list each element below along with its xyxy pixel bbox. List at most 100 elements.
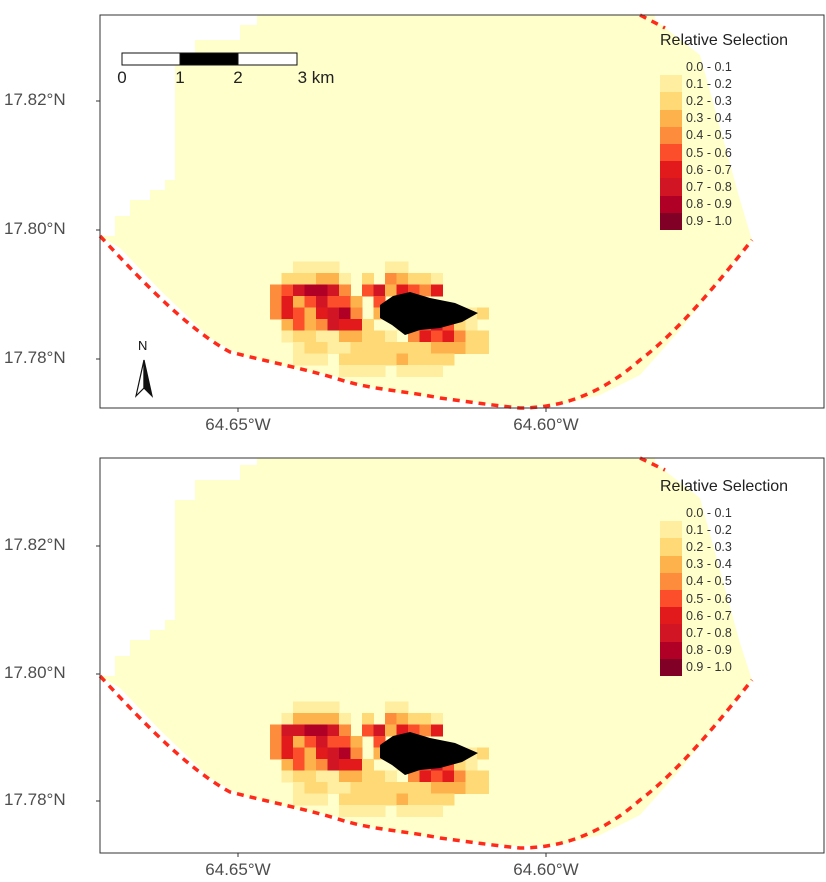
selection-cell bbox=[281, 284, 294, 297]
selection-cell bbox=[442, 793, 455, 806]
selection-cell bbox=[350, 342, 363, 354]
selection-cell bbox=[408, 793, 420, 806]
selection-cell bbox=[316, 759, 328, 771]
selection-cell bbox=[454, 330, 466, 343]
legend-label: 0.8 - 0.9 bbox=[686, 197, 732, 212]
selection-cell bbox=[350, 793, 363, 806]
selection-cell bbox=[304, 782, 317, 794]
selection-cell bbox=[350, 805, 363, 817]
selection-cell bbox=[281, 747, 294, 760]
legend-swatch bbox=[660, 143, 682, 162]
selection-cell bbox=[281, 759, 294, 771]
selection-cell bbox=[385, 342, 397, 354]
map-canvas-bottom bbox=[96, 456, 825, 857]
selection-cell bbox=[408, 353, 420, 366]
selection-cell bbox=[362, 342, 374, 354]
legend-label: 0.9 - 1.0 bbox=[686, 214, 732, 229]
selection-cell bbox=[396, 342, 409, 354]
selection-cell bbox=[293, 770, 305, 783]
legend-label: 0.0 - 0.1 bbox=[686, 59, 732, 74]
north-letter: N bbox=[138, 338, 148, 353]
study-area-top bbox=[100, 15, 752, 407]
selection-cell bbox=[316, 353, 328, 366]
selection-cell bbox=[350, 319, 363, 331]
selection-cell bbox=[293, 319, 305, 331]
y-tick-label: 17.82°N bbox=[4, 90, 66, 109]
legend-label: 0.3 - 0.4 bbox=[686, 111, 732, 126]
legend-swatch bbox=[660, 624, 682, 642]
selection-cell bbox=[396, 261, 409, 274]
selection-cell bbox=[419, 724, 432, 737]
selection-cell bbox=[419, 342, 432, 354]
selection-cell bbox=[350, 365, 363, 377]
legend-item: 0.9 - 1.0 bbox=[660, 658, 822, 676]
legend-bottom: Relative Selection 0.0 - 0.1 0.1 - 0.2 0.2… bbox=[660, 478, 822, 676]
selection-cell bbox=[339, 736, 351, 748]
selection-cell bbox=[293, 736, 305, 748]
selection-cell bbox=[327, 342, 340, 354]
x-tick-label: 64.60°W bbox=[513, 860, 579, 879]
scale-label: 3 km bbox=[297, 68, 335, 87]
legend-title: Relative Selection bbox=[660, 32, 789, 49]
selection-cell bbox=[373, 782, 386, 794]
legend-swatch bbox=[660, 504, 682, 522]
selection-cell bbox=[419, 365, 432, 377]
selection-cell bbox=[316, 296, 328, 308]
selection-cell bbox=[281, 319, 294, 331]
selection-cell bbox=[373, 793, 386, 806]
selection-cell bbox=[293, 713, 305, 725]
scale-label: 2 bbox=[233, 68, 243, 87]
selection-cell bbox=[431, 793, 443, 806]
selection-cell bbox=[339, 713, 351, 725]
legend-item: 0.3 - 0.4 bbox=[660, 555, 822, 573]
selection-cell bbox=[304, 296, 317, 308]
y-tick-label: 17.80°N bbox=[4, 663, 66, 682]
selection-cell bbox=[419, 713, 432, 725]
selection-cell bbox=[385, 782, 397, 794]
selection-cell bbox=[339, 353, 351, 366]
selection-cell bbox=[293, 342, 305, 354]
selection-cell bbox=[373, 284, 386, 297]
selection-cell bbox=[293, 261, 305, 274]
selection-cell bbox=[339, 724, 351, 737]
north-arrow-icon: N bbox=[128, 338, 160, 400]
selection-cell bbox=[431, 284, 443, 297]
selection-cell bbox=[385, 713, 397, 725]
map-panel-bottom: 17.82°N 17.80°N 17.78°N 64.65°W 64.60°W … bbox=[0, 448, 826, 882]
selection-cell bbox=[350, 307, 363, 320]
selection-cell bbox=[431, 713, 443, 725]
selection-cell bbox=[431, 782, 443, 794]
selection-cell bbox=[350, 747, 363, 760]
legend-swatch bbox=[660, 538, 682, 556]
selection-cell bbox=[304, 319, 317, 331]
selection-cell bbox=[304, 759, 317, 771]
selection-cell bbox=[350, 330, 363, 343]
selection-cell bbox=[408, 805, 420, 817]
legend-item: 0.4 - 0.5 bbox=[660, 572, 822, 590]
selection-cell bbox=[431, 330, 443, 343]
legend-swatch bbox=[660, 641, 682, 659]
legend-item: 0.6 - 0.7 bbox=[660, 607, 822, 625]
legend-label: 0.4 - 0.5 bbox=[686, 128, 732, 143]
selection-cell bbox=[327, 273, 340, 285]
selection-cell bbox=[293, 724, 305, 737]
legend-label: 0.1 - 0.2 bbox=[686, 76, 732, 91]
selection-cell bbox=[396, 701, 409, 714]
selection-cell bbox=[293, 330, 305, 343]
selection-cell bbox=[385, 273, 397, 285]
selection-cell bbox=[396, 782, 409, 794]
selection-cell bbox=[327, 284, 340, 297]
selection-cell bbox=[419, 330, 432, 343]
selection-cell bbox=[281, 273, 294, 285]
selection-cell bbox=[339, 319, 351, 331]
selection-cell bbox=[316, 724, 328, 737]
selection-cell bbox=[316, 261, 328, 274]
selection-cell bbox=[362, 793, 374, 806]
selection-cell bbox=[362, 782, 374, 794]
legend-swatch bbox=[660, 75, 682, 93]
selection-cell bbox=[431, 353, 443, 366]
selection-cell bbox=[339, 747, 351, 760]
selection-cell bbox=[327, 736, 340, 748]
selection-cell bbox=[281, 713, 294, 725]
selection-cell bbox=[327, 296, 340, 308]
